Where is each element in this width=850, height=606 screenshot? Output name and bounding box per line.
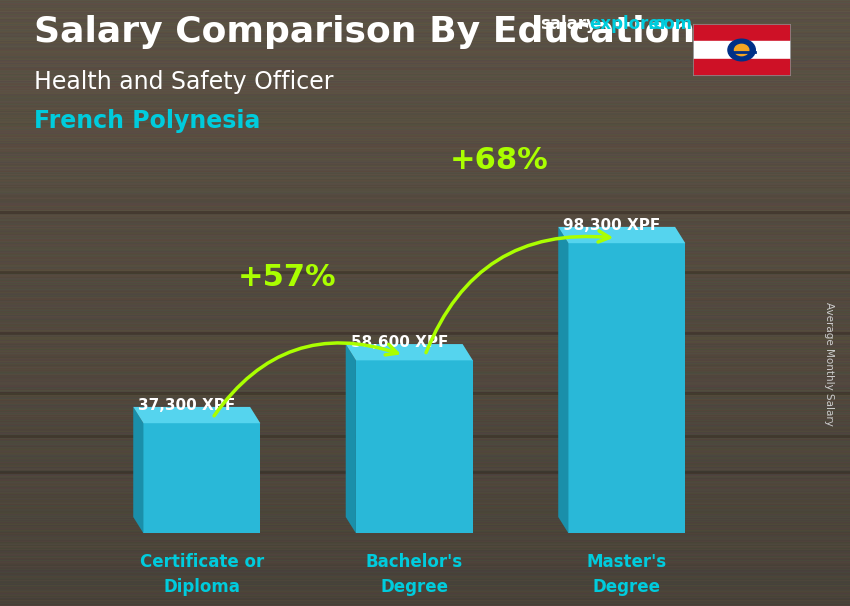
Bar [356,361,473,533]
Text: .com: .com [648,15,693,33]
Text: 37,300 XPF: 37,300 XPF [138,398,235,413]
Text: +57%: +57% [237,264,337,293]
Text: explorer: explorer [589,15,668,33]
Circle shape [734,44,749,56]
Text: +68%: +68% [450,146,549,175]
Polygon shape [558,227,569,533]
Polygon shape [133,407,144,533]
Bar [693,59,791,76]
Text: Average Monthly Salary: Average Monthly Salary [824,302,834,425]
Text: salary: salary [540,15,597,33]
Polygon shape [133,407,260,423]
Circle shape [728,39,756,61]
Text: Health and Safety Officer: Health and Safety Officer [34,70,333,94]
Bar [693,41,791,59]
Text: Salary Comparison By Education: Salary Comparison By Education [34,15,695,49]
Text: 98,300 XPF: 98,300 XPF [563,218,660,233]
Bar [144,423,260,533]
Bar [693,24,791,41]
Polygon shape [346,344,356,533]
Text: French Polynesia: French Polynesia [34,109,260,133]
Text: 58,600 XPF: 58,600 XPF [350,335,448,350]
Polygon shape [346,344,473,361]
Bar [569,243,685,533]
Polygon shape [558,227,685,243]
